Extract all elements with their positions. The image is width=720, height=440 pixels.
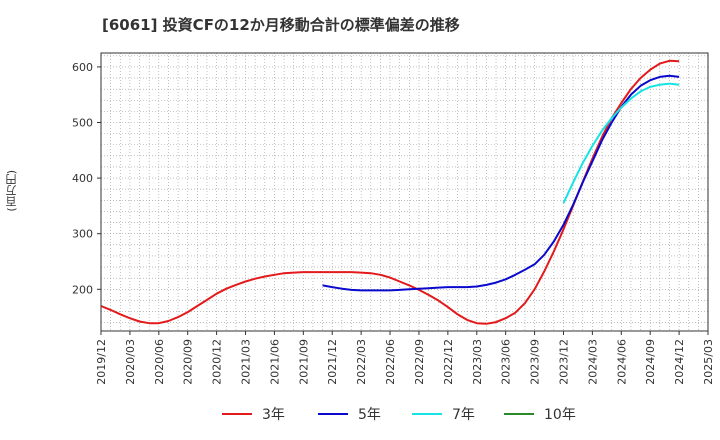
x-tick-label: 2021/09 [297,339,310,385]
legend-label-1: 3年 [262,407,285,423]
legend-label-2: 5年 [358,407,381,423]
legend-label-3: 7年 [452,407,475,423]
x-tick-label: 2021/06 [268,339,281,385]
x-tick-label: 2020/09 [182,339,195,385]
x-tick-label: 2023/12 [557,339,570,385]
x-tick-label: 2022/06 [384,339,397,385]
x-tick-label: 2023/09 [529,339,542,385]
x-tick-label: 2024/03 [586,339,599,385]
x-tick-label: 2024/06 [615,339,628,385]
x-tick-label: 2025/03 [702,339,715,385]
chart-title: [6061] 投資CFの12か月移動合計の標準偏差の推移 [102,16,460,34]
x-tick-label: 2022/09 [413,339,426,385]
series-line-3 [562,82,680,204]
x-tick-label: 2021/03 [240,339,253,385]
x-tick-label: 2019/12 [95,339,108,385]
x-tick-label: 2020/03 [124,339,137,385]
series-line-2 [322,74,680,292]
x-tick-label: 2023/06 [500,339,513,385]
y-tick-label: 300 [72,228,93,241]
x-tick-labels: 2019/12 2020/03 2020/06 2020/09 2020/12 2021/… [95,331,715,385]
x-tick-label: 2021/12 [326,339,339,385]
grid-lines [100,53,709,331]
legend-label-4: 10年 [544,407,576,423]
x-tick-label: 2024/12 [673,339,686,385]
x-tick-label: 2022/03 [355,339,368,385]
y-tick-labels: 200 300 400 500 600 [72,61,101,296]
y-tick-label: 400 [72,172,93,185]
series-lines [100,59,680,325]
y-tick-label: 500 [72,117,93,130]
x-tick-label: 2024/09 [644,339,657,385]
y-tick-label: 600 [72,61,93,74]
x-tick-label: 2022/12 [442,339,455,385]
x-tick-label: 2020/06 [153,339,166,385]
y-tick-label: 200 [72,283,93,296]
x-tick-label: 2020/12 [211,339,224,385]
plot-frame [100,52,709,332]
legend: 3年 5年 7年 10年 [222,407,576,423]
x-tick-label: 2023/03 [471,339,484,385]
